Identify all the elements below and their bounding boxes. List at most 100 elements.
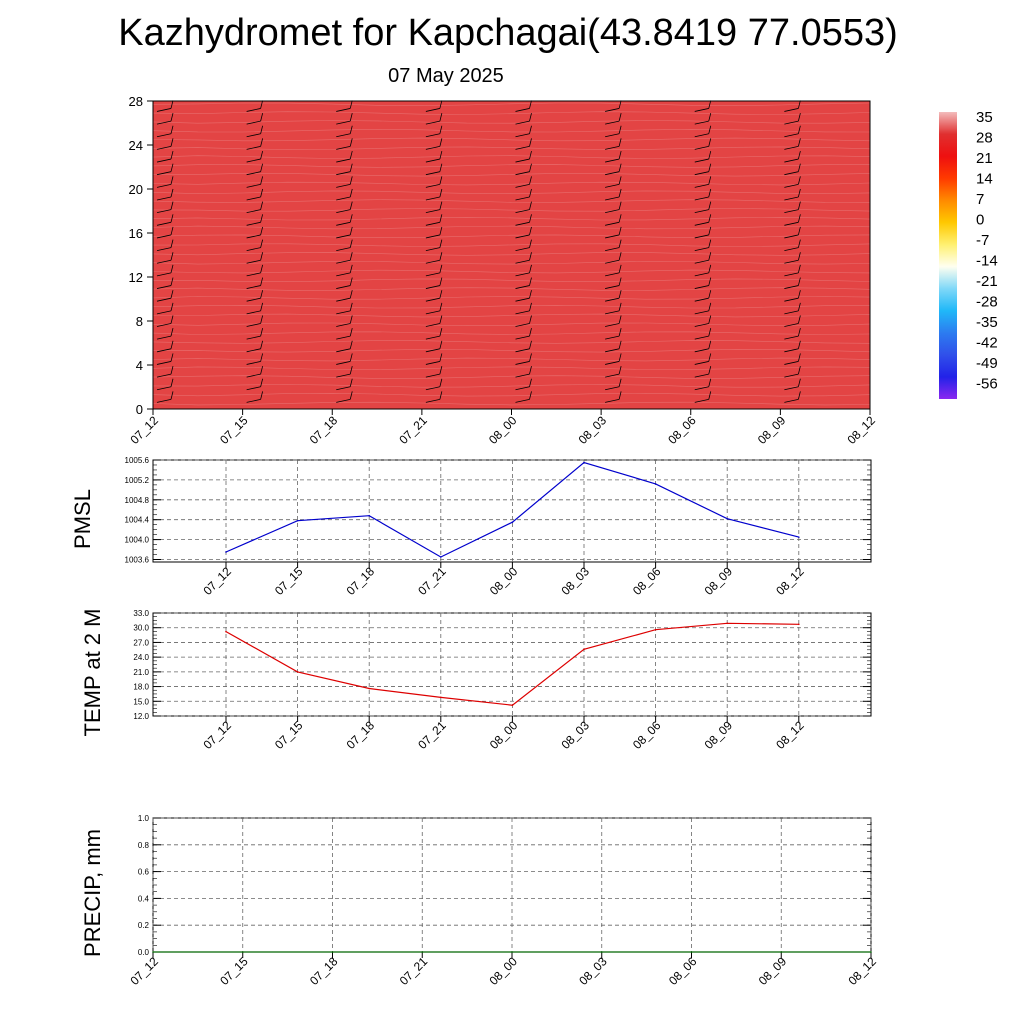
wind-barb <box>336 323 351 327</box>
wind-barb <box>694 285 709 289</box>
wind-barb <box>605 247 620 251</box>
wind-barb <box>336 297 351 302</box>
wind-barb-flag <box>797 113 801 122</box>
wind-barb-flag <box>439 290 443 299</box>
wind-barb-flag <box>349 315 353 324</box>
x-tick-label: 07_12 <box>200 718 234 752</box>
wind-barb <box>605 259 620 264</box>
wind-barb <box>425 221 440 226</box>
wind-barb <box>425 247 440 251</box>
wind-barb-flag <box>439 264 443 273</box>
wind-barb <box>515 171 530 176</box>
wind-barb-flag <box>618 366 622 375</box>
colorbar-label: 7 <box>976 191 984 208</box>
x-tick-label: 07_18 <box>307 413 341 447</box>
wind-barb <box>425 373 440 378</box>
wind-barb-flag <box>439 176 443 185</box>
y-tick-label: 21.0 <box>133 668 149 677</box>
wind-barb-flag <box>260 302 264 311</box>
wind-barb <box>156 171 172 176</box>
wind-barb-flag <box>708 378 712 387</box>
wind-barb-flag <box>349 188 353 198</box>
wind-barb-flag <box>439 277 443 286</box>
wind-barb-flag <box>708 239 712 248</box>
wind-barb-flag <box>529 353 532 362</box>
data-point <box>726 622 728 625</box>
wind-barb-flag <box>618 125 622 134</box>
wind-barb-flag <box>170 340 174 349</box>
wind-barb-flag <box>349 201 353 210</box>
x-tick-label: 08_09 <box>702 564 736 598</box>
wind-barb <box>515 209 530 214</box>
x-tick-label: 08_06 <box>630 564 664 598</box>
wind-barb <box>515 285 530 289</box>
wind-barb-flag <box>349 239 353 248</box>
wind-barb-flag <box>170 239 174 248</box>
wind-barb-flag <box>349 125 353 134</box>
wind-barb-flag <box>618 226 622 236</box>
wind-barb-flag <box>170 290 174 299</box>
wind-barb <box>246 133 261 138</box>
contour-line <box>152 287 871 291</box>
wind-barb-flag <box>170 302 174 311</box>
wind-barb <box>515 348 530 353</box>
wind-barb-flag <box>797 226 801 236</box>
wind-barb <box>246 247 261 251</box>
wind-barb <box>246 399 261 403</box>
wind-barb <box>694 120 709 125</box>
contour-line <box>152 392 871 397</box>
colorbar-label: -14 <box>976 253 998 270</box>
wind-barb-flag <box>797 201 801 210</box>
wind-barb <box>515 120 530 125</box>
colorbar-label: -42 <box>976 335 998 352</box>
contour-line <box>152 322 871 327</box>
wind-barb-flag <box>260 290 264 299</box>
wind-barb <box>246 297 261 302</box>
y-tick-label: 0.4 <box>138 894 150 903</box>
wind-barb <box>515 183 530 188</box>
wind-barb-flag <box>170 113 174 122</box>
y-tick-label: 1.0 <box>138 814 150 823</box>
wind-barb-flag <box>797 100 801 109</box>
wind-barb <box>336 146 351 150</box>
wind-barb <box>425 259 440 264</box>
wind-barb-flag <box>260 391 264 400</box>
wind-barb-flag <box>349 113 353 122</box>
data-point <box>421 951 424 953</box>
data-point <box>690 951 693 953</box>
wind-barb <box>784 373 799 378</box>
x-tick-label: 08_00 <box>487 718 521 752</box>
wind-barb-flag <box>529 290 532 299</box>
x-tick-label: 08_12 <box>773 564 807 598</box>
wind-barb-flag <box>349 328 353 337</box>
contour-line <box>152 401 871 406</box>
wind-barb <box>156 285 172 289</box>
data-point <box>798 623 800 626</box>
wind-barb-flag <box>529 340 532 349</box>
y-tick-label: 0.6 <box>138 868 150 877</box>
wind-barb-flag <box>797 188 801 198</box>
wind-barb-column <box>515 100 532 403</box>
wind-barb-flag <box>708 125 712 134</box>
wind-barb-flag <box>349 138 353 147</box>
wind-barb-flag <box>797 315 801 324</box>
wind-barb-flag <box>708 163 712 172</box>
wind-barb <box>425 133 440 138</box>
colorbar-gradient <box>939 112 957 399</box>
wind-barb-flag <box>170 378 174 387</box>
wind-barb-flag <box>260 340 264 349</box>
wind-barb <box>605 272 620 277</box>
wind-barb <box>784 108 799 112</box>
wind-barb <box>784 171 799 176</box>
wind-barb <box>246 335 261 340</box>
wind-barb-flag <box>797 328 801 337</box>
wind-barb-flag <box>529 328 532 337</box>
wind-barb-flag <box>260 201 264 210</box>
wind-barb <box>425 399 440 403</box>
wind-barb-flag <box>618 100 622 109</box>
wind-barb <box>425 196 440 201</box>
wind-barb <box>605 108 620 112</box>
wind-barb-flag <box>618 176 622 185</box>
wind-barb <box>784 272 799 277</box>
wind-barb <box>784 183 799 188</box>
